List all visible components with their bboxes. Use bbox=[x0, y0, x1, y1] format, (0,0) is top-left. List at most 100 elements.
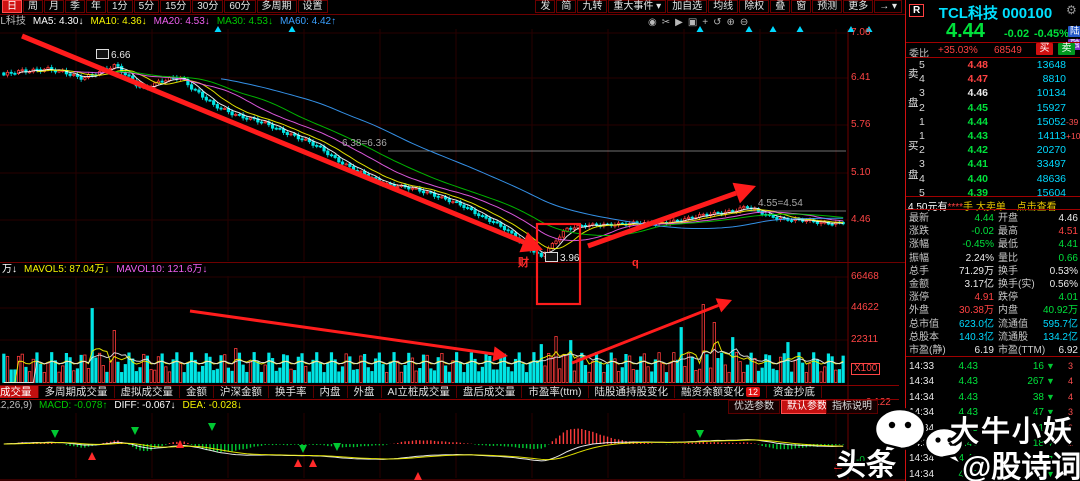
tool-button-8[interactable]: 窗 bbox=[791, 0, 812, 13]
period-tab-8[interactable]: 30分 bbox=[192, 0, 224, 13]
tick-count: 4 bbox=[1068, 391, 1074, 402]
indicator-tab-10[interactable]: 市盈率(ttm) bbox=[522, 386, 589, 398]
margin-flag[interactable]: R bbox=[909, 4, 925, 17]
tool-button-3[interactable]: 重大事件 ▾ bbox=[608, 0, 667, 13]
indicator-tab-4[interactable]: 沪深金额 bbox=[214, 386, 269, 398]
stat-value: 4.41 bbox=[1058, 239, 1078, 251]
indicator-tab-9[interactable]: 盘后成交量 bbox=[457, 386, 523, 398]
queue-volume: 33497 bbox=[1036, 158, 1066, 171]
indicator-tab-11[interactable]: 陆股通持股变化 bbox=[589, 386, 675, 398]
indicator-tab-13[interactable]: 资金抄底 bbox=[767, 386, 823, 398]
buy-button[interactable]: 买 bbox=[1036, 43, 1053, 55]
tool-button-9[interactable]: 预测 bbox=[812, 0, 843, 13]
ask-side-label: 卖 bbox=[908, 68, 919, 80]
indicator-tab-3[interactable]: 金额 bbox=[180, 386, 214, 398]
draw-tool-icon-7[interactable]: ⊖ bbox=[739, 17, 749, 28]
tick-count: 3 bbox=[1068, 361, 1074, 371]
stat-value: 2.24% bbox=[965, 252, 994, 264]
gear-icon[interactable]: ⚙ bbox=[1066, 3, 1077, 17]
draw-tool-icon-0[interactable]: ◉ bbox=[648, 17, 657, 28]
tool-button-1[interactable]: 简 bbox=[556, 0, 577, 13]
period-tab-0[interactable]: 日 bbox=[2, 0, 22, 13]
indicator-tab-6[interactable]: 内盘 bbox=[314, 386, 348, 398]
period-tab-1[interactable]: 周 bbox=[23, 0, 43, 13]
tick-time: 14:34 bbox=[909, 468, 935, 480]
bid-side-label: 买 bbox=[908, 140, 919, 152]
tick-volume: 52 bbox=[1032, 453, 1044, 465]
stat-label: 外盘 bbox=[909, 305, 929, 317]
tool-button-11[interactable]: → ▾ bbox=[874, 0, 902, 13]
annotation-letter: 财 bbox=[518, 257, 529, 269]
tick-count: 1 bbox=[1068, 438, 1074, 448]
chart-tools-toolbar: 发简九转 重大事件 ▾ 加自选 均线 除权叠窗预测 更多 → ▾ bbox=[535, 0, 903, 14]
tick-row-3: 14:34 4.43 47 ▼ 3 bbox=[906, 405, 1080, 420]
tool-button-2[interactable]: 九转 bbox=[577, 0, 608, 13]
period-tab-3[interactable]: 季 bbox=[65, 0, 85, 13]
drawing-tools-row: ◉ ✂ ▶ ▣ + ↺ ⊕ ⊖ bbox=[648, 17, 753, 28]
tick-price: 4.43 bbox=[958, 468, 978, 480]
stat-value: 4.46 bbox=[1058, 213, 1078, 224]
period-tab-5[interactable]: 1分 bbox=[107, 0, 133, 13]
indicator-tab-7[interactable]: 外盘 bbox=[348, 386, 382, 398]
period-tab-11[interactable]: 设置 bbox=[297, 0, 328, 13]
stat-value: -0.02 bbox=[971, 226, 994, 238]
tick-time: 14:34 bbox=[909, 407, 935, 419]
sell-button[interactable]: 卖 bbox=[1058, 43, 1075, 55]
tool-button-6[interactable]: 除权 bbox=[739, 0, 770, 13]
indicator-tab-1[interactable]: 多周期成交量 bbox=[39, 386, 115, 398]
price-axis-label: 6.41 bbox=[851, 72, 871, 83]
draw-tool-icon-6[interactable]: ⊕ bbox=[726, 17, 735, 28]
stat-value: 4.51 bbox=[1058, 226, 1078, 238]
draw-tool-icon-1[interactable]: ✂ bbox=[661, 17, 671, 28]
stock-badge-0: 陆 bbox=[1068, 26, 1080, 37]
period-tab-9[interactable]: 60分 bbox=[224, 0, 256, 13]
stat-label: 总手 bbox=[909, 265, 929, 277]
stat-row-4: 总手 71.29万 换手 0.53% bbox=[906, 265, 1080, 278]
ask-row-5: 5 4.48 13648 bbox=[906, 58, 1080, 72]
draw-tool-icon-4[interactable]: + bbox=[702, 17, 709, 28]
indicator-tab-5[interactable]: 换手率 bbox=[269, 386, 314, 398]
tool-button-0[interactable]: 发 bbox=[535, 0, 556, 13]
ma-values-row: TCL科技MA5: 4.30↓MA10: 4.36↓MA20: 4.53↓MA3… bbox=[0, 16, 337, 27]
stat-value: 6.19 bbox=[974, 345, 994, 356]
period-tab-2[interactable]: 月 bbox=[44, 0, 64, 13]
period-tab-7[interactable]: 15分 bbox=[160, 0, 192, 13]
queue-price: 4.42 bbox=[967, 144, 988, 157]
tool-button-7[interactable]: 叠 bbox=[770, 0, 791, 13]
queue-level: 5 bbox=[919, 186, 925, 199]
tick-time: 14:34 bbox=[909, 422, 935, 434]
volume-axis-label: 44622 bbox=[851, 302, 879, 313]
main-chart-canvas[interactable] bbox=[0, 0, 905, 481]
param-button-0[interactable]: 优选参数 bbox=[728, 400, 780, 414]
queue-volume: 48636 bbox=[1036, 172, 1066, 185]
draw-tool-icon-3[interactable]: ▣ bbox=[687, 17, 698, 28]
draw-tool-icon-2[interactable]: ▶ bbox=[675, 17, 683, 28]
tick-price: 4.43 bbox=[958, 391, 978, 403]
indicator-tab-8[interactable]: AI立桩成交量 bbox=[382, 386, 457, 398]
stat-value: 0.53% bbox=[1049, 265, 1078, 277]
period-tab-4[interactable]: 年 bbox=[86, 0, 106, 13]
tool-button-4[interactable]: 加自选 bbox=[667, 0, 708, 13]
tool-button-5[interactable]: 均线 bbox=[708, 0, 739, 13]
queue-price: 4.48 bbox=[967, 59, 988, 71]
volume-ma-row: 万↓ MAVOL5: 87.04万↓ MAVOL10: 121.6万↓ bbox=[2, 264, 208, 275]
period-tab-10[interactable]: 多周期 bbox=[256, 0, 297, 13]
tick-time: 14:34 bbox=[909, 376, 935, 388]
bid-row-3: 3 4.41 33497 bbox=[906, 157, 1080, 171]
view-detail-link[interactable]: 点击查看 bbox=[1016, 202, 1057, 213]
queue-price: 4.45 bbox=[967, 101, 988, 114]
price-flag-label: 6.66 bbox=[96, 49, 130, 61]
indicator-tab-0[interactable]: 成交量 bbox=[0, 386, 39, 398]
tool-button-10[interactable]: 更多 bbox=[843, 0, 874, 13]
stat-value: 40.92万 bbox=[1042, 305, 1078, 317]
ask-row-3: 3 4.46 10134 bbox=[906, 86, 1080, 100]
indicator-tab-2[interactable]: 虚拟成交量 bbox=[115, 386, 180, 398]
indicator-tab-12[interactable]: 融资余额变化 12 bbox=[675, 386, 768, 398]
stat-row-0: 最新 4.44 开盘 4.46 bbox=[906, 212, 1080, 225]
queue-level: 3 bbox=[919, 87, 925, 100]
queue-price: 4.40 bbox=[967, 172, 988, 185]
period-tab-6[interactable]: 5分 bbox=[133, 0, 160, 13]
draw-tool-icon-5[interactable]: ↺ bbox=[713, 17, 722, 28]
stat-label: 换手(实) bbox=[998, 279, 1035, 290]
param-button-2[interactable]: 指标说明 bbox=[826, 400, 878, 414]
